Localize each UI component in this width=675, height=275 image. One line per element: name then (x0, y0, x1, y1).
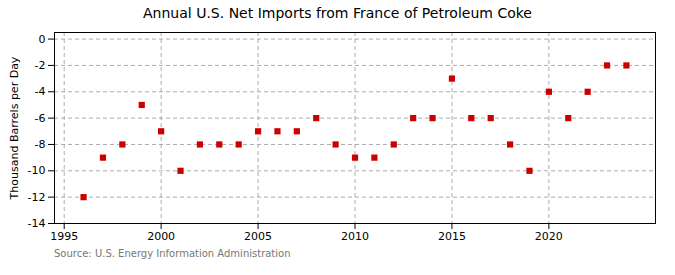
svg-text:2020: 2020 (535, 230, 563, 243)
svg-text:-12: -12 (28, 191, 46, 204)
svg-text:2005: 2005 (244, 230, 272, 243)
svg-text:-6: -6 (35, 112, 46, 125)
svg-text:-4: -4 (35, 85, 46, 98)
svg-text:0: 0 (39, 33, 46, 46)
svg-text:-2: -2 (35, 59, 46, 72)
svg-text:2000: 2000 (147, 230, 175, 243)
svg-text:2010: 2010 (341, 230, 369, 243)
svg-text:-8: -8 (35, 138, 46, 151)
svg-text:Thousand Barrels per Day: Thousand Barrels per Day (8, 56, 21, 200)
svg-text:1995: 1995 (50, 230, 78, 243)
svg-text:2015: 2015 (438, 230, 466, 243)
svg-text:-14: -14 (28, 217, 46, 230)
html-text:Source: U.S. Energy Informatio: Source: U.S. Energy Information Administ… (54, 248, 291, 259)
svg-text:-10: -10 (28, 164, 46, 177)
html-text:Annual U.S. Net Imports from F: Annual U.S. Net Imports from France of P… (143, 5, 532, 21)
